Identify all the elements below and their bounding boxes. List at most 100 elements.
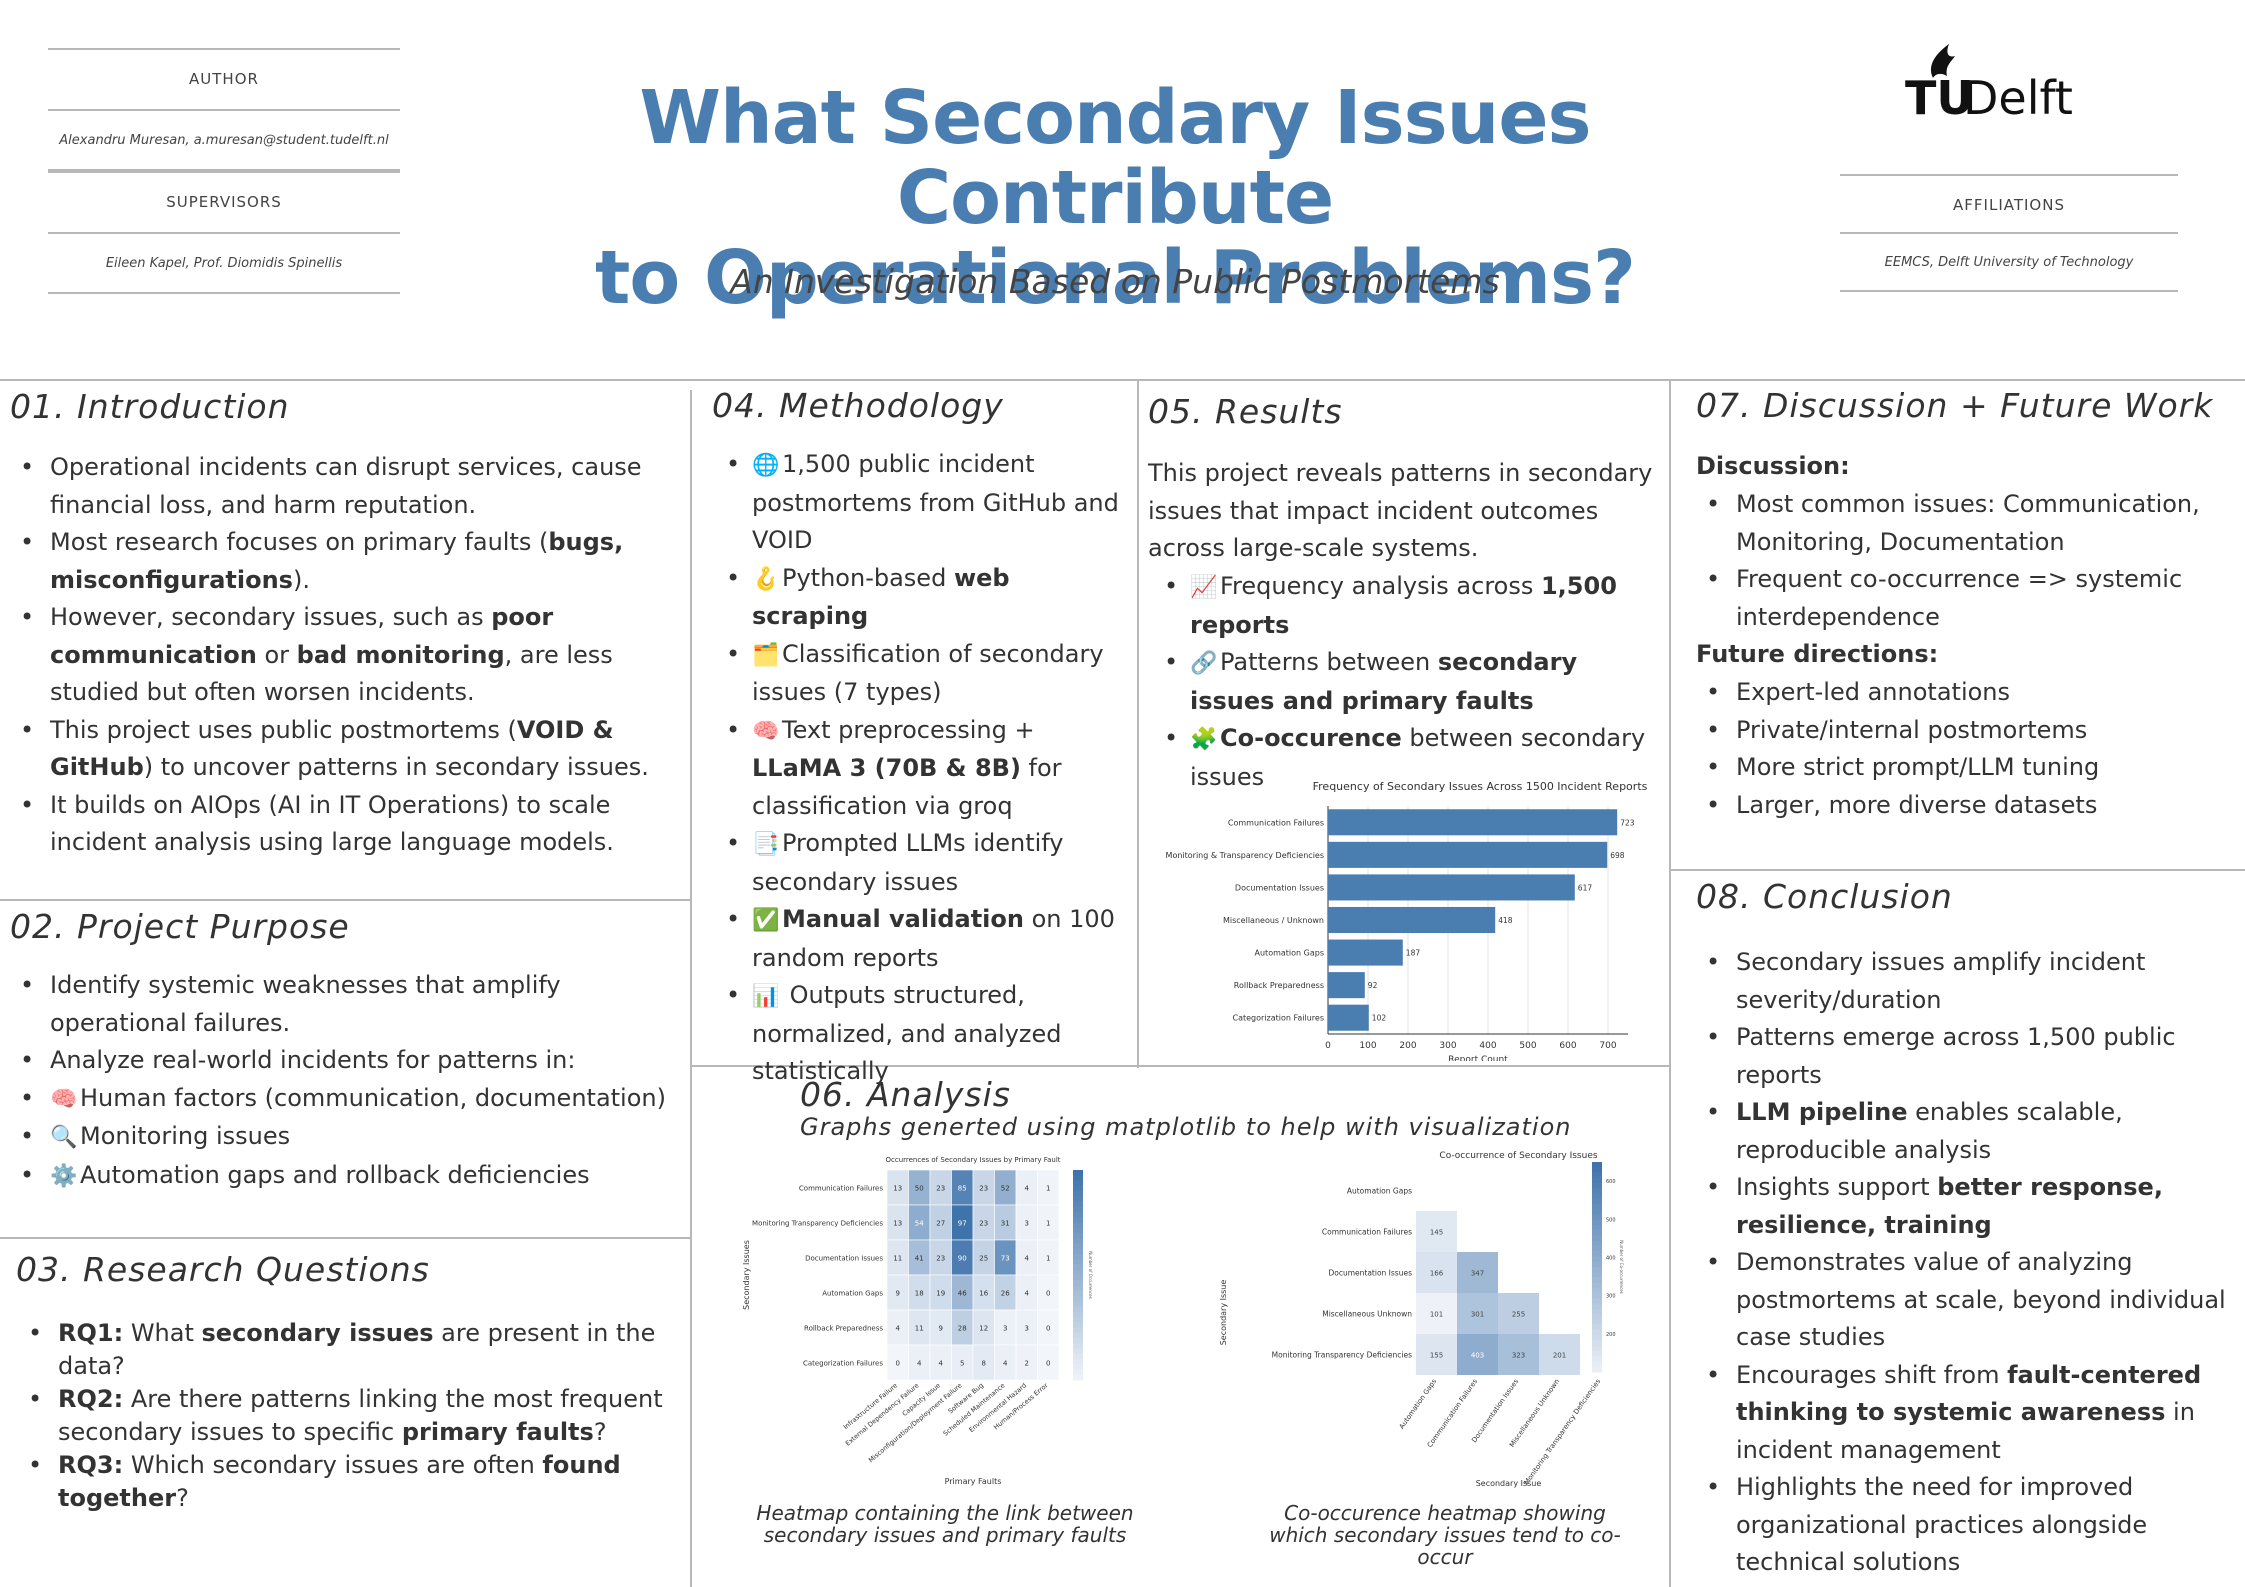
cell-value: 28 xyxy=(958,1325,967,1333)
list-item: More strict prompt/LLM tuning xyxy=(1696,749,2236,787)
heatmap-cell xyxy=(1539,1334,1580,1375)
x-axis-label: Primary Faults xyxy=(945,1477,1002,1486)
cell-value: 23 xyxy=(979,1220,988,1228)
bold-text: Co-occurence xyxy=(1220,724,1402,752)
colorbar-segment xyxy=(1073,1264,1083,1271)
text: Insights support xyxy=(1736,1173,1938,1201)
x-axis-label: Secondary Issue xyxy=(1476,1479,1542,1488)
colorbar-segment xyxy=(1073,1285,1083,1292)
list-item: RQ1: What secondary issues are present i… xyxy=(18,1317,690,1383)
bold-text: secondary issues xyxy=(201,1319,434,1347)
data-label: 617 xyxy=(1578,883,1593,892)
colorbar-segment xyxy=(1073,1180,1083,1187)
column-divider xyxy=(1669,380,1671,1587)
colorbar-segment xyxy=(1073,1322,1083,1328)
cell-value: 13 xyxy=(893,1185,902,1193)
text: 1,500 public incident postmortems from G… xyxy=(752,450,1119,554)
bar xyxy=(1328,841,1608,868)
text: ). xyxy=(292,565,310,594)
colorbar-tick: 500 xyxy=(1606,1217,1616,1223)
cell-value: 155 xyxy=(1430,1352,1443,1360)
colorbar-segment xyxy=(1073,1243,1083,1250)
colorbar-segment xyxy=(1592,1188,1602,1194)
row-label: Rollback Preparedness xyxy=(804,1325,883,1333)
heatmap2-caption: Co-occurence heatmap showing which secon… xyxy=(1269,1501,1621,1569)
heatmap-cell xyxy=(1457,1252,1498,1293)
list-item: LLM pipeline enables scalable, reproduci… xyxy=(1696,1094,2236,1169)
colorbar-segment xyxy=(1073,1196,1083,1202)
heatmap-cell xyxy=(1416,1293,1457,1334)
chart-title: Co-occurrence of Secondary Issues xyxy=(1439,1151,1597,1161)
y-axis-label: Secondary Issues xyxy=(742,1240,751,1310)
row-label: Automation Gaps xyxy=(1347,1187,1412,1196)
conclusion-title: 08. Conclusion xyxy=(1696,877,1953,916)
colorbar-segment xyxy=(1073,1201,1083,1208)
list-item: ✅Manual validation on 100 random reports xyxy=(720,901,1130,977)
title-line-1: What Secondary Issues Contribute xyxy=(639,75,1591,241)
text: Frequency analysis across xyxy=(1220,572,1541,600)
data-label: 92 xyxy=(1368,981,1378,990)
cell-value: 18 xyxy=(915,1290,924,1298)
emoji-icon: 📑 xyxy=(752,832,780,857)
colorbar-segment xyxy=(1073,1254,1083,1260)
list-item: Analyze real-world incidents for pattern… xyxy=(10,1042,690,1080)
heatmap-cell xyxy=(1457,1293,1498,1334)
heatmap-cell xyxy=(1037,1344,1060,1381)
cell-value: 4 xyxy=(1025,1290,1030,1298)
list-item: 🪝Python-based web scraping xyxy=(720,560,1130,636)
colorbar-segment xyxy=(1073,1227,1083,1234)
affiliations-value: EEMCS, Delft University of Technology xyxy=(1884,255,2134,270)
list-item: 📊 Outputs structured, normalized, and an… xyxy=(720,977,1130,1091)
colorbar-segment xyxy=(1073,1343,1083,1349)
list-item: RQ2: Are there patterns linking the most… xyxy=(18,1383,690,1449)
bold-text: bad monitoring xyxy=(296,640,505,669)
poster-title: What Secondary Issues Contribute to Oper… xyxy=(430,78,1800,318)
list-item: Most research focuses on primary faults … xyxy=(10,524,690,599)
cell-value: 12 xyxy=(979,1325,988,1333)
list-item: Most common issues: Communication, Monit… xyxy=(1696,486,2236,561)
heatmap-cell xyxy=(1416,1334,1457,1375)
results-list: 📈Frequency analysis across 1,500 reports… xyxy=(1158,568,1660,796)
col-label: Monitoring Transparency Deficiencies xyxy=(1523,1377,1603,1486)
text: Secondary issues amplify incident severi… xyxy=(1736,948,2146,1014)
colorbar-segment xyxy=(1592,1282,1602,1289)
colorbar-tick: 400 xyxy=(1606,1255,1616,1261)
col-label: Automation Gaps xyxy=(1398,1377,1439,1430)
cell-value: 23 xyxy=(936,1255,945,1263)
row-label: Monitoring Transparency Deficiencies xyxy=(1272,1351,1412,1360)
colorbar-segment xyxy=(1073,1206,1083,1213)
bold-text: RQ1: xyxy=(58,1319,124,1347)
text: Analyze real-world incidents for pattern… xyxy=(50,1046,576,1074)
colorbar-segment xyxy=(1073,1359,1083,1365)
colorbar-segment xyxy=(1592,1209,1602,1215)
cell-value: 347 xyxy=(1471,1270,1484,1278)
conclusion-list: Secondary issues amplify incident severi… xyxy=(1696,944,2236,1582)
cell-value: 97 xyxy=(958,1220,967,1228)
x-tick-label: 300 xyxy=(1439,1041,1456,1051)
colorbar-segment xyxy=(1073,1306,1083,1313)
cell-value: 3 xyxy=(1003,1325,1007,1333)
colorbar-segment xyxy=(1592,1193,1602,1200)
cell-value: 25 xyxy=(979,1255,988,1263)
bold-text: fault-centered thinking to systemic awar… xyxy=(1736,1360,2202,1427)
colorbar-segment xyxy=(1592,1167,1602,1173)
colorbar-segment xyxy=(1592,1272,1602,1278)
category-label: Automation Gaps xyxy=(1255,949,1324,958)
cell-value: 16 xyxy=(979,1290,988,1298)
cell-value: 0 xyxy=(1046,1360,1050,1368)
bold-text: Manual validation xyxy=(782,905,1024,933)
cell-value: 90 xyxy=(958,1255,967,1263)
list-item: This project uses public postmortems (VO… xyxy=(10,712,690,787)
rq-list: RQ1: What secondary issues are present i… xyxy=(18,1317,690,1515)
list-item: Frequent co-occurrence => systemic inter… xyxy=(1696,561,2236,636)
cell-value: 403 xyxy=(1471,1352,1484,1360)
list-item: 🧠Text preprocessing + LLaMA 3 (70B & 8B)… xyxy=(720,712,1130,826)
colorbar-segment xyxy=(1073,1248,1083,1255)
cell-value: 11 xyxy=(915,1325,924,1333)
bold-text: VOID & GitHub xyxy=(50,715,614,782)
text: Larger, more diverse datasets xyxy=(1736,790,2098,819)
colorbar-segment xyxy=(1073,1374,1083,1381)
cell-value: 0 xyxy=(1046,1290,1050,1298)
list-item: 🧩Co-occurence between secondary issues xyxy=(1158,720,1660,796)
list-item: 📈Frequency analysis across 1,500 reports xyxy=(1158,568,1660,644)
